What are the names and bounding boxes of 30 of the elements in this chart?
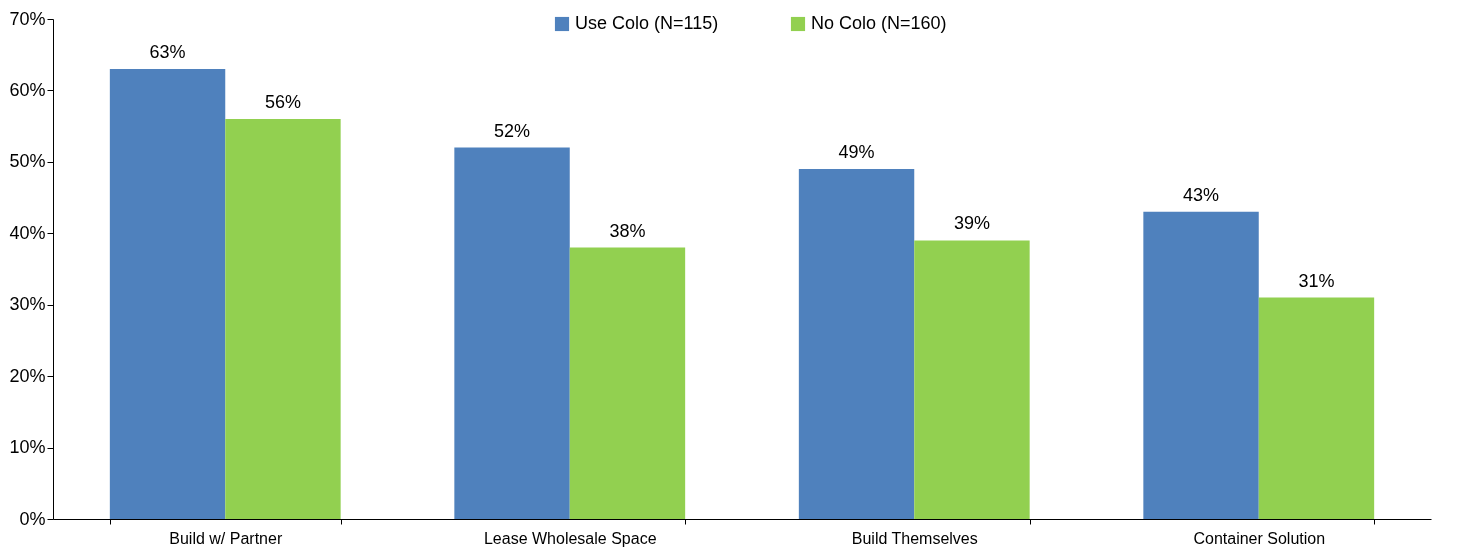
x-tick-label: Container Solution <box>1193 529 1326 547</box>
y-tick-label: 40% <box>9 222 46 243</box>
bar <box>1143 211 1259 519</box>
legend-label: No Colo (N=160) <box>811 13 947 33</box>
x-tick-label: Lease Wholesale Space <box>483 529 657 547</box>
bar <box>914 240 1030 519</box>
data-label: 38% <box>609 220 646 241</box>
y-tick-label: 60% <box>9 79 46 100</box>
data-label: 43% <box>1183 184 1220 205</box>
y-tick-label: 50% <box>9 151 46 172</box>
y-tick-label: 0% <box>19 508 46 529</box>
bar <box>454 147 570 519</box>
x-tick-label: Build w/ Partner <box>169 529 283 547</box>
bar <box>1258 297 1375 519</box>
data-label: 63% <box>149 42 186 62</box>
bar <box>798 169 915 519</box>
y-tick-label: 20% <box>9 365 46 386</box>
data-label: 31% <box>1298 270 1335 291</box>
data-label: 52% <box>494 120 531 141</box>
data-label: 39% <box>953 213 990 234</box>
y-tick-label: 30% <box>9 294 46 315</box>
y-tick-label: 70% <box>9 8 46 29</box>
bar <box>109 69 226 519</box>
data-label: 49% <box>838 142 875 162</box>
y-tick-label: 10% <box>9 437 46 458</box>
bar <box>225 119 341 519</box>
data-label: 56% <box>264 92 301 112</box>
x-tick-label: Build Themselves <box>851 529 978 547</box>
legend-label: Use Colo (N=115) <box>575 13 719 33</box>
bar <box>569 247 686 519</box>
